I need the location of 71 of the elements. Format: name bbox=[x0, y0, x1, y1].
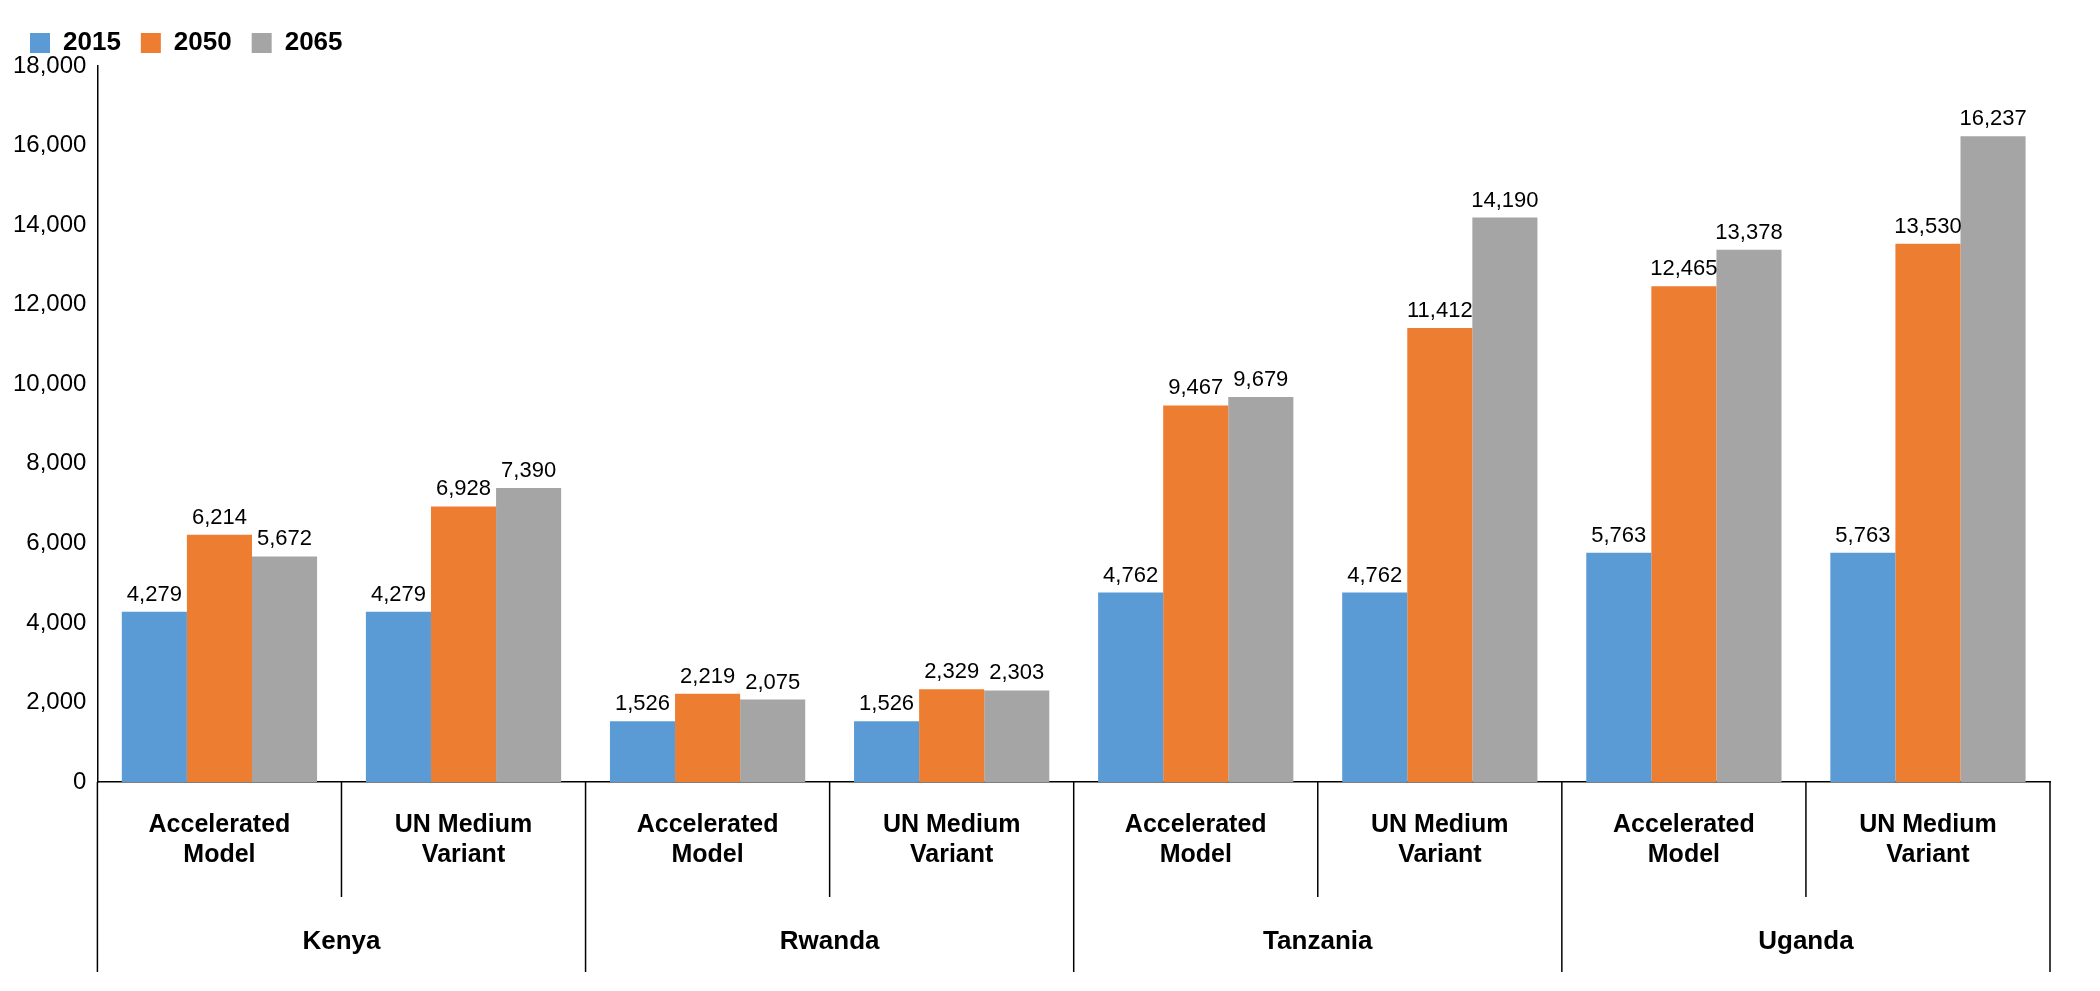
data-label: 4,762 bbox=[1103, 561, 1159, 587]
data-label: 5,763 bbox=[1591, 521, 1647, 547]
y-tick-label: 12,000 bbox=[13, 289, 87, 317]
legend-label: 2065 bbox=[284, 26, 343, 57]
bar bbox=[1960, 136, 2026, 782]
data-label: 1,526 bbox=[859, 690, 915, 716]
bar bbox=[1716, 249, 1782, 782]
bar bbox=[1586, 552, 1652, 782]
y-tick-label: 2,000 bbox=[26, 687, 87, 715]
bar bbox=[1163, 405, 1229, 782]
data-label: 9,679 bbox=[1233, 366, 1289, 392]
bar bbox=[251, 556, 318, 782]
bar bbox=[854, 721, 920, 782]
y-tick-label: 14,000 bbox=[13, 209, 87, 237]
x-tick-label: Accelerated Model bbox=[636, 808, 779, 867]
data-label: 14,190 bbox=[1471, 186, 1539, 212]
text: Rwanda bbox=[779, 925, 881, 956]
text: Tanzania bbox=[1263, 925, 1373, 956]
bar bbox=[1895, 243, 1961, 782]
x-tick-label: Accelerated Model bbox=[1124, 808, 1267, 867]
bar bbox=[1098, 592, 1164, 782]
y-tick-label: 8,000 bbox=[26, 448, 87, 476]
data-label: 5,672 bbox=[257, 525, 313, 551]
data-label: 11,412 bbox=[1406, 297, 1473, 323]
x-tick-label: UN Medium Variant bbox=[882, 808, 1021, 867]
x-tick-label: Accelerated Model bbox=[1613, 808, 1755, 867]
bar bbox=[1830, 552, 1896, 782]
bar bbox=[430, 506, 497, 782]
y-tick-label: 16,000 bbox=[13, 130, 87, 158]
bar bbox=[1472, 217, 1538, 782]
data-label: 6,928 bbox=[435, 475, 492, 501]
data-label: 16,237 bbox=[1959, 105, 2027, 131]
data-label: 2,303 bbox=[989, 659, 1045, 685]
data-label: 13,378 bbox=[1715, 218, 1783, 244]
data-label: 6,214 bbox=[191, 503, 247, 529]
data-label: 9,467 bbox=[1168, 374, 1224, 400]
bar bbox=[186, 534, 252, 782]
x-tick-label: UN Medium Variant bbox=[1371, 808, 1509, 867]
bar bbox=[496, 488, 562, 782]
y-tick-label: 0 bbox=[73, 766, 87, 794]
bar bbox=[121, 611, 187, 782]
x-tick-label: UN Medium Variant bbox=[1859, 808, 1997, 867]
data-label: 2,219 bbox=[680, 662, 736, 688]
bar bbox=[1407, 328, 1473, 782]
x-tick-label: Accelerated Model bbox=[148, 808, 291, 867]
data-label: 7,390 bbox=[501, 457, 557, 483]
y-tick-label: 10,000 bbox=[13, 368, 87, 396]
data-label: 13,530 bbox=[1894, 212, 1962, 238]
text: Uganda bbox=[1758, 925, 1855, 956]
text: Kenya bbox=[302, 925, 382, 956]
data-label: 4,279 bbox=[126, 580, 182, 606]
data-label: 2,329 bbox=[924, 658, 980, 684]
bar bbox=[919, 689, 985, 782]
bar bbox=[984, 690, 1050, 782]
x-tick-label: UN Medium Variant bbox=[394, 808, 533, 867]
bar bbox=[609, 721, 676, 782]
bar bbox=[365, 611, 431, 782]
bar bbox=[1342, 592, 1408, 782]
y-tick-label: 6,000 bbox=[26, 527, 87, 555]
y-tick-label: 4,000 bbox=[26, 607, 87, 635]
legend-label: 2050 bbox=[173, 26, 232, 57]
bar bbox=[740, 699, 806, 782]
data-label: 1,526 bbox=[614, 690, 671, 716]
data-label: 4,279 bbox=[370, 580, 426, 606]
bar bbox=[1651, 286, 1717, 782]
bar bbox=[1228, 396, 1294, 782]
data-label: 2,075 bbox=[745, 668, 801, 694]
data-label: 5,763 bbox=[1835, 521, 1891, 547]
data-label: 12,465 bbox=[1650, 255, 1718, 281]
bar bbox=[675, 693, 741, 782]
data-label: 4,762 bbox=[1347, 561, 1403, 587]
